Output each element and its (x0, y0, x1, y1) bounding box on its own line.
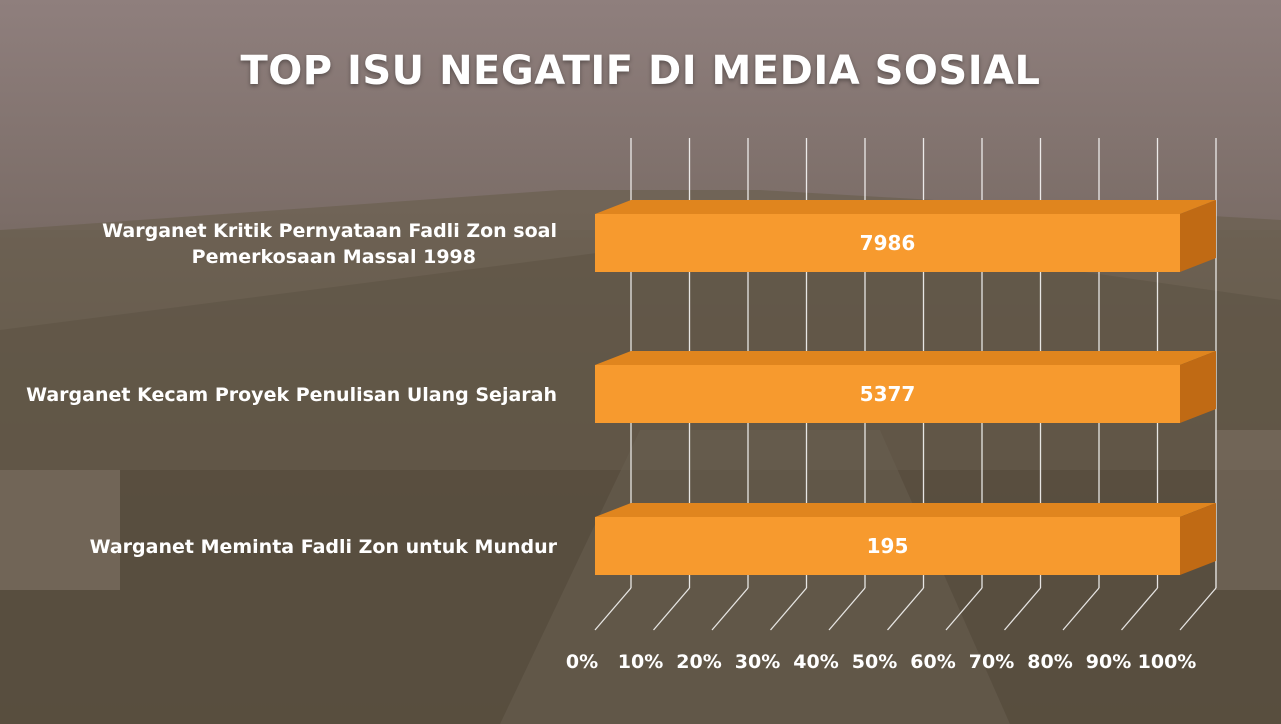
bar: 195 (595, 503, 1216, 575)
bar-front (595, 517, 1180, 575)
data-label: 5377 (860, 382, 916, 406)
x-tick-label: 0% (566, 651, 598, 673)
x-tick-label: 60% (910, 651, 955, 673)
gridline-floor (828, 587, 866, 631)
bar-side (1180, 200, 1216, 272)
gridline-floor (1062, 587, 1100, 631)
chart-title: TOP ISU NEGATIF DI MEDIA SOSIAL (240, 48, 1041, 94)
x-tick-label: 80% (1027, 651, 1072, 673)
bar-top (595, 351, 1216, 365)
x-tick-label: 30% (735, 651, 780, 673)
bar-top (595, 503, 1216, 517)
x-tick-label: 40% (793, 651, 838, 673)
category-label: Warganet Kritik Pernyataan Fadli Zon soa… (102, 220, 557, 268)
bar: 5377 (595, 351, 1216, 423)
gridline-floor (1121, 587, 1158, 631)
data-label: 7986 (860, 231, 916, 255)
gridline-floor (887, 587, 924, 631)
bar-front (595, 365, 1180, 423)
bar-top (595, 200, 1216, 214)
category-label: Warganet Kecam Proyek Penulisan Ulang Se… (26, 384, 557, 406)
gridline-floor (1179, 587, 1217, 631)
x-tick-label: 90% (1086, 651, 1131, 673)
data-label: 195 (867, 534, 909, 558)
x-tick-label: 100% (1138, 651, 1197, 673)
gridline-floor (594, 587, 632, 631)
bar-side (1180, 503, 1216, 575)
gridline-floor (945, 587, 983, 631)
bar-side (1180, 351, 1216, 423)
x-tick-label: 50% (852, 651, 897, 673)
bar: 7986 (595, 200, 1216, 272)
gridline-floor (653, 587, 690, 631)
x-tick-label: 20% (676, 651, 721, 673)
gridline-floor (770, 587, 807, 631)
gridline-floor (711, 587, 749, 631)
category-label: Warganet Meminta Fadli Zon untuk Mundur (90, 536, 558, 558)
gridline-floor (1004, 587, 1041, 631)
x-tick-label: 70% (969, 651, 1014, 673)
x-tick-label: 10% (618, 651, 663, 673)
bar-front (595, 214, 1180, 272)
